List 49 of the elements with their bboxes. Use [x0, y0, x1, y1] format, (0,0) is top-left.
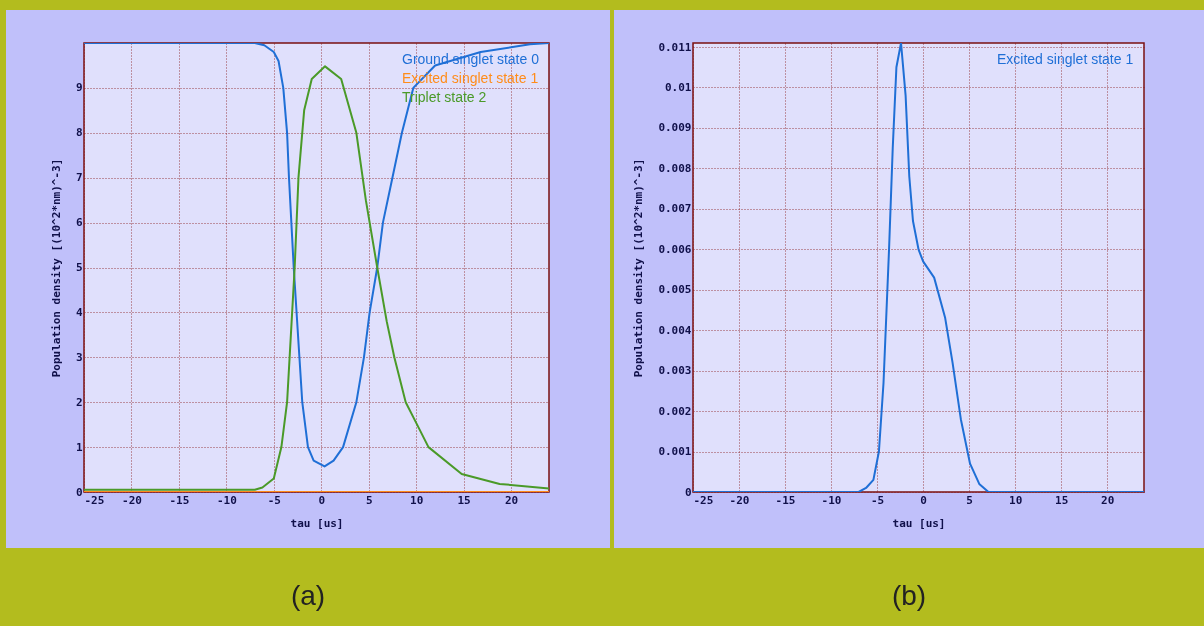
y-axis-title: Population density [(10^2*nm)^-3]	[49, 158, 63, 378]
y-tick-label: 0.004	[658, 323, 692, 337]
x-tick-label: 15	[1055, 493, 1069, 507]
y-tick-label: 0.006	[658, 242, 692, 256]
y-tick-label: 0.011	[658, 40, 692, 54]
series-label: Ground singlet state 0	[402, 51, 540, 67]
x-tick-label: -15	[169, 493, 190, 507]
line-series	[693, 43, 1144, 492]
x-tick-label: 10	[410, 493, 424, 507]
y-tick-label: 2	[75, 395, 83, 409]
x-tick-label: -5	[267, 493, 281, 507]
x-axis-title: tau [us]	[892, 516, 946, 530]
x-tick-label: 5	[365, 493, 373, 507]
x-tick-label: -10	[821, 493, 842, 507]
y-tick-label: 0.007	[658, 202, 692, 216]
y-tick-label: 4	[75, 305, 83, 319]
x-tick-label: -5	[870, 493, 885, 507]
x-tick-label: -20	[122, 493, 142, 507]
x-tick-label: -15	[775, 493, 796, 507]
y-tick-label: 1	[75, 440, 83, 454]
x-tick-label: -25	[693, 493, 714, 507]
x-tick-label: 20	[1101, 493, 1115, 507]
x-tick-label: -25	[84, 493, 105, 507]
x-tick-label: 0	[920, 493, 927, 507]
y-tick-label: 5	[75, 261, 83, 274]
y-tick-label: 0.009	[658, 121, 692, 135]
y-tick-label: 8	[75, 126, 83, 140]
x-tick-label: 15	[457, 493, 471, 507]
y-tick-label: 0.003	[658, 364, 692, 378]
text: (a)	[289, 580, 327, 612]
y-axis-title: Population density [(10^2*nm)^-3]	[632, 158, 646, 378]
x-tick-label: 10	[1009, 493, 1023, 507]
y-tick-label: 0.001	[658, 445, 692, 459]
y-tick-label: 0.005	[658, 283, 692, 297]
y-tick-label: 9	[75, 81, 83, 95]
y-tick-label: 0.008	[658, 161, 692, 175]
x-tick-label: -10	[216, 493, 237, 507]
x-axis-title: tau [us]	[290, 516, 344, 530]
y-tick-label: 3	[75, 350, 83, 364]
y-tick-label: 0.01	[665, 81, 692, 94]
x-tick-label: 20	[504, 493, 519, 507]
text: Excited singlet state 1	[997, 51, 1134, 67]
y-tick-label: 7	[75, 171, 83, 185]
x-tick-label: 0	[318, 493, 326, 507]
x-tick-label: -20	[729, 493, 750, 507]
y-tick-label: 0.002	[658, 404, 692, 418]
x-tick-label: 5	[966, 493, 973, 507]
text: (b)	[890, 580, 928, 612]
y-tick-label: 6	[75, 216, 83, 230]
